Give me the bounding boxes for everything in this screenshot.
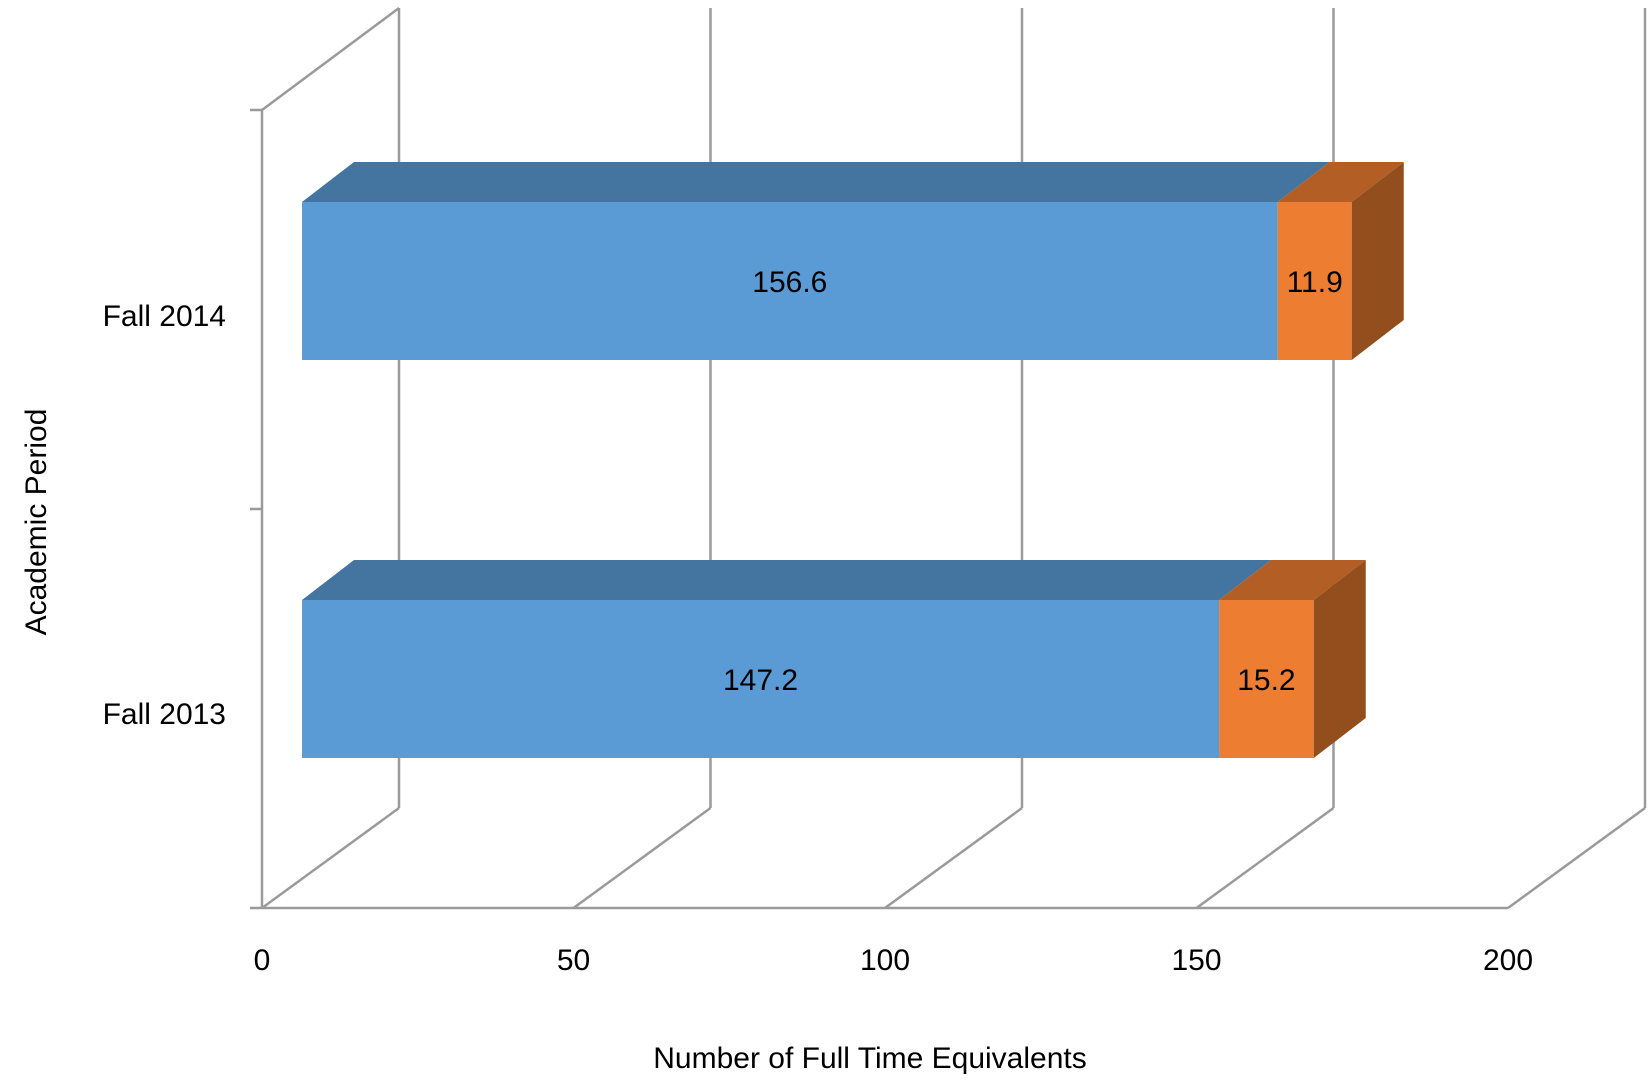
floor-gridline	[1195, 806, 1335, 910]
gridlines	[250, 6, 1647, 910]
data-label: 147.2	[723, 664, 798, 697]
x-tick-label: 0	[254, 944, 271, 977]
floor-gridline	[572, 806, 712, 910]
bar-segment	[302, 600, 1220, 758]
bar-top-face	[1277, 162, 1404, 202]
x-tick-label: 100	[860, 944, 910, 977]
x-tick-label: 50	[557, 944, 590, 977]
data-labels: 156.6 11.9 147.2 15.2	[723, 266, 1343, 697]
floor-gridline	[884, 806, 1023, 910]
category-label: Fall 2014	[103, 300, 226, 333]
y-axis-title: Academic Period	[20, 409, 53, 636]
x-axis-title: Number of Full Time Equivalents	[653, 1042, 1087, 1075]
bar-side-face	[1351, 162, 1404, 360]
x-tick-label: 150	[1171, 944, 1221, 977]
bar-top-face	[302, 560, 1272, 600]
bar-segment	[1219, 600, 1314, 758]
side-wall-top-edge	[261, 6, 400, 112]
x-tick-label: 200	[1483, 944, 1533, 977]
data-label: 156.6	[752, 266, 827, 299]
bar-segment	[302, 202, 1278, 360]
floor-gridline	[261, 806, 400, 910]
bar-segment	[1277, 202, 1352, 360]
category-label: Fall 2013	[103, 698, 226, 731]
category-labels: Fall 2014 Fall 2013	[103, 300, 226, 731]
bar-top-face	[302, 162, 1330, 202]
bar-side-face	[1313, 560, 1366, 758]
data-label: 11.9	[1287, 266, 1343, 299]
data-label: 15.2	[1237, 664, 1295, 697]
x-tick-labels: 0 50 100 150 200	[254, 944, 1533, 977]
bar-top-face	[1219, 560, 1366, 600]
bars	[302, 162, 1404, 758]
floor-gridline	[1507, 806, 1646, 910]
